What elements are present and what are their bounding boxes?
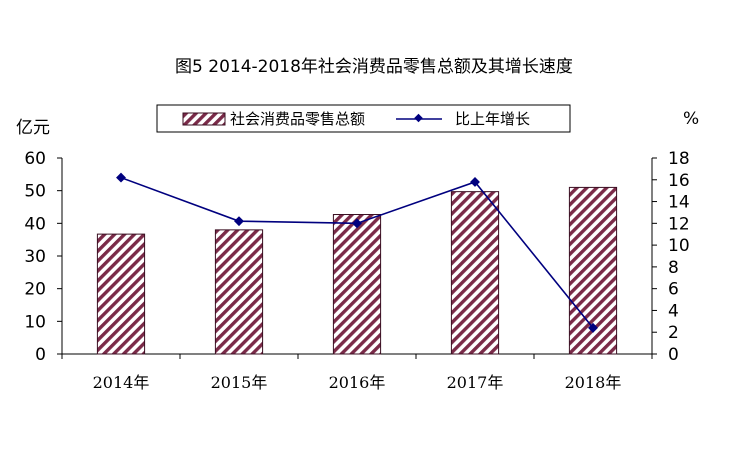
y-left-tick-label: 50 bbox=[24, 182, 46, 202]
y-left-tick-label: 10 bbox=[24, 312, 46, 332]
x-axis-ticks: 2014年 2015年 2016年 2017年 2018年 bbox=[61, 354, 653, 392]
x-tick-label: 2018年 bbox=[565, 373, 622, 392]
bar bbox=[450, 191, 500, 355]
y-right-tick-label: 12 bbox=[668, 214, 690, 234]
bar bbox=[96, 233, 146, 355]
y-left-tick-label: 30 bbox=[24, 247, 46, 267]
line-point bbox=[352, 218, 362, 229]
legend-label-bar: 社会消费品零售总额 bbox=[230, 110, 365, 128]
line-point bbox=[470, 177, 480, 187]
bar bbox=[214, 229, 264, 355]
legend: 社会消费品零售总额 比上年增长 bbox=[156, 104, 571, 133]
legend-swatch-bar bbox=[182, 112, 226, 126]
x-tick-label: 2017年 bbox=[447, 373, 504, 392]
y-right-tick-label: 18 bbox=[668, 149, 690, 169]
y-right-tick-label: 14 bbox=[668, 193, 690, 213]
legend-box bbox=[156, 104, 571, 133]
legend-swatch-marker bbox=[414, 113, 423, 123]
legend-label-line: 比上年增长 bbox=[455, 110, 530, 128]
y-right-tick-label: 2 bbox=[668, 323, 679, 343]
chart-title: 图5 2014-2018年社会消费品零售总额及其增长速度 bbox=[175, 57, 573, 77]
bars bbox=[96, 186, 618, 355]
y-right-tick-label: 16 bbox=[668, 171, 690, 191]
line-point bbox=[588, 322, 598, 333]
y-right-tick-label: 4 bbox=[668, 301, 679, 321]
bar bbox=[332, 214, 382, 355]
x-tick-label: 2015年 bbox=[211, 373, 268, 392]
y-right-tick-label: 10 bbox=[668, 236, 690, 256]
y-right-tick-label: 0 bbox=[668, 345, 679, 365]
y-right-tick-label: 8 bbox=[668, 258, 679, 278]
y-right-unit: % bbox=[683, 109, 699, 129]
y-left-tick-label: 40 bbox=[24, 214, 46, 234]
y-right-tick-label: 6 bbox=[668, 280, 679, 300]
growth-line bbox=[116, 172, 598, 333]
y-left-ticks: 0 10 20 30 40 50 60 bbox=[24, 149, 62, 365]
y-left-tick-label: 0 bbox=[35, 345, 46, 365]
line-point bbox=[116, 172, 126, 183]
x-tick-label: 2016年 bbox=[329, 373, 386, 392]
y-left-unit: 亿元 bbox=[16, 118, 50, 138]
line-point bbox=[234, 216, 244, 227]
x-tick-label: 2014年 bbox=[93, 373, 150, 392]
y-left-tick-label: 20 bbox=[24, 280, 46, 300]
y-left-tick-label: 60 bbox=[24, 149, 46, 169]
